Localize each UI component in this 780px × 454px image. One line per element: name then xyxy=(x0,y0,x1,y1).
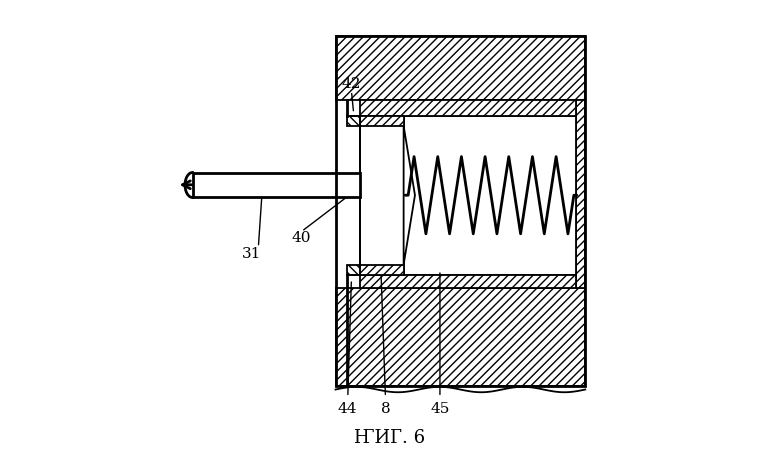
Polygon shape xyxy=(403,126,415,265)
Bar xyxy=(360,116,403,126)
Text: ҤИГ. 6: ҤИГ. 6 xyxy=(354,429,426,447)
Text: 31: 31 xyxy=(242,247,261,261)
Bar xyxy=(193,173,360,197)
Bar xyxy=(360,275,576,288)
Text: 42: 42 xyxy=(342,77,361,91)
Bar xyxy=(335,36,585,100)
Text: 45: 45 xyxy=(431,402,449,415)
Text: 40: 40 xyxy=(292,232,311,245)
Bar xyxy=(360,116,403,275)
Bar xyxy=(360,116,576,275)
Text: 44: 44 xyxy=(337,402,356,415)
Bar xyxy=(360,265,403,275)
Bar xyxy=(335,36,585,386)
Bar xyxy=(347,265,360,275)
Bar xyxy=(360,100,576,116)
Bar xyxy=(335,288,585,386)
Bar xyxy=(576,100,585,288)
Bar xyxy=(347,116,360,126)
Text: 8: 8 xyxy=(381,402,390,415)
